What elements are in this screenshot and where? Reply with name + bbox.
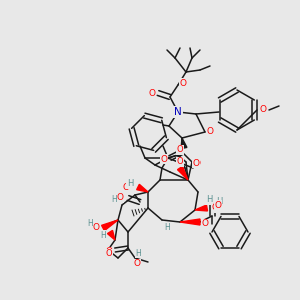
Text: N: N: [174, 107, 182, 117]
Polygon shape: [178, 166, 188, 180]
Text: O: O: [92, 224, 100, 232]
Text: O: O: [179, 79, 187, 88]
Text: O: O: [194, 158, 200, 167]
Text: O: O: [122, 182, 130, 191]
Text: O: O: [116, 194, 124, 202]
Text: H: H: [164, 224, 170, 232]
Text: O: O: [214, 200, 221, 209]
Text: O: O: [106, 248, 112, 256]
Text: O: O: [177, 158, 183, 166]
Text: H: H: [135, 248, 141, 257]
Text: O: O: [212, 203, 218, 212]
Polygon shape: [102, 220, 118, 231]
Text: H: H: [206, 196, 212, 205]
Text: O: O: [160, 154, 167, 164]
Polygon shape: [180, 219, 200, 225]
Text: H: H: [216, 197, 222, 206]
Text: O: O: [202, 220, 208, 229]
Text: H: H: [111, 196, 117, 205]
Polygon shape: [107, 230, 115, 240]
Polygon shape: [195, 205, 208, 211]
Text: O: O: [106, 250, 112, 259]
Text: H: H: [100, 230, 106, 239]
Polygon shape: [181, 138, 187, 148]
Text: O: O: [134, 260, 140, 268]
Text: H: H: [87, 220, 93, 229]
Text: O: O: [260, 106, 266, 115]
Text: O: O: [148, 88, 155, 98]
Text: O: O: [177, 146, 183, 154]
Polygon shape: [137, 184, 148, 192]
Text: O: O: [193, 158, 200, 167]
Text: H: H: [127, 179, 133, 188]
Text: O: O: [206, 128, 214, 136]
